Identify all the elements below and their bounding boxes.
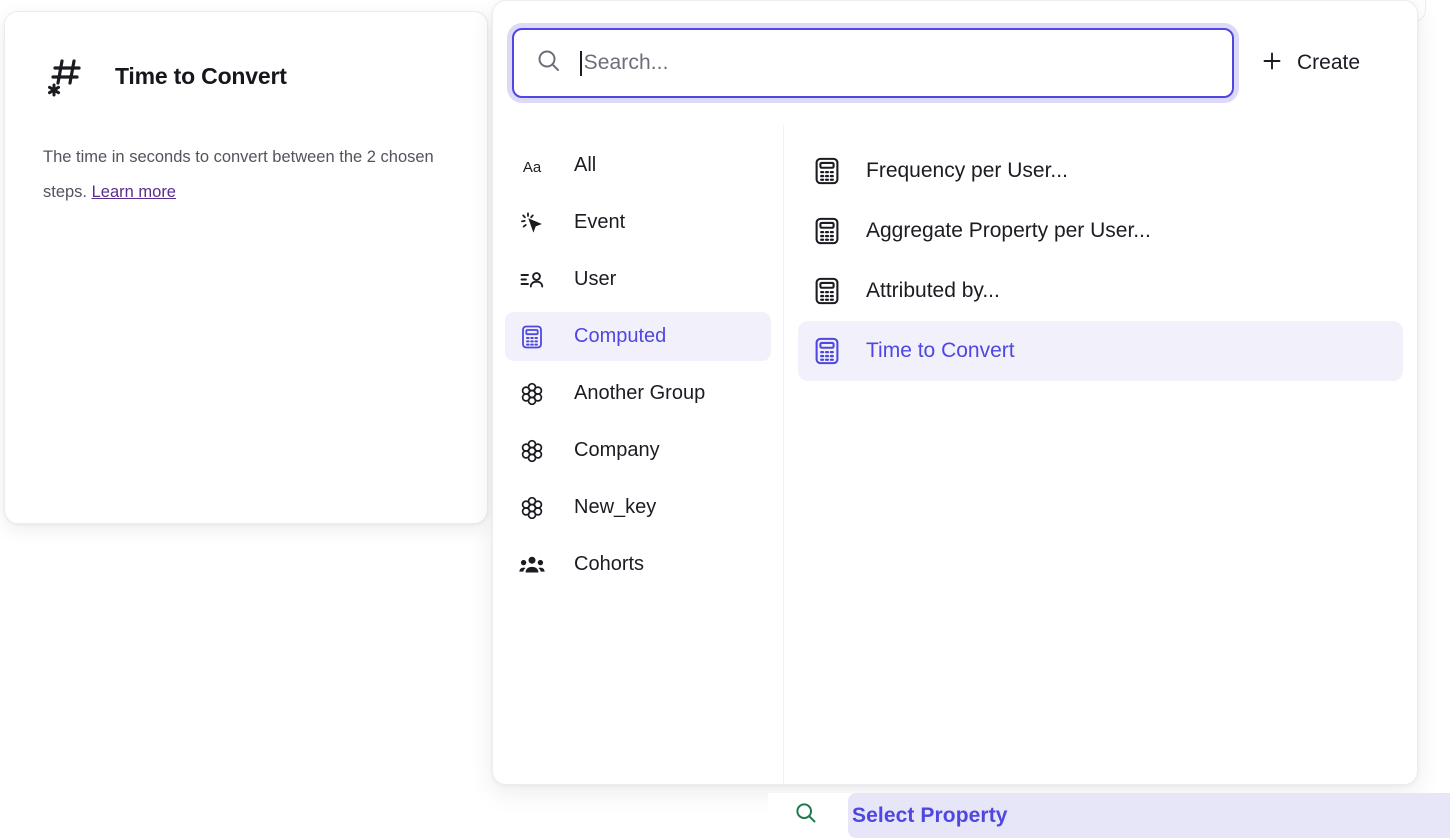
create-button-label: Create	[1297, 51, 1361, 74]
property-info-card: Time to Convert The time in seconds to c…	[4, 11, 488, 524]
calculator-icon	[812, 216, 842, 246]
property-list: Frequency per User...	[784, 125, 1417, 784]
category-item-cohorts[interactable]: Cohorts	[505, 540, 771, 589]
category-item-label: Computed	[574, 325, 667, 347]
property-item-attributed-by[interactable]: Attributed by...	[798, 261, 1403, 321]
property-item-aggregate-property-per-user[interactable]: Aggregate Property per User...	[798, 201, 1403, 261]
calculator-icon	[812, 336, 842, 366]
category-item-label: Company	[574, 439, 660, 461]
search-input[interactable]: Search...	[512, 28, 1234, 98]
info-card-header: Time to Convert	[43, 54, 449, 98]
category-item-computed[interactable]: Computed	[505, 312, 771, 361]
text-aa-icon: Aa	[519, 153, 545, 179]
info-card-description-text: The time in seconds to convert between t…	[43, 148, 434, 201]
property-item-label: Aggregate Property per User...	[866, 219, 1151, 242]
category-item-label: Event	[574, 211, 626, 233]
svg-text:Aa: Aa	[523, 159, 542, 176]
property-item-label: Frequency per User...	[866, 159, 1068, 182]
group-cluster-icon	[519, 381, 545, 407]
search-placeholder: Search...	[583, 51, 669, 74]
info-card-description: The time in seconds to convert between t…	[43, 140, 435, 210]
property-item-time-to-convert[interactable]: Time to Convert	[798, 321, 1403, 381]
select-property-bar[interactable]: Select Property	[768, 793, 1450, 838]
category-item-label: All	[574, 154, 597, 176]
group-cluster-icon	[519, 495, 545, 521]
popover-header: Search... Create	[493, 1, 1417, 125]
category-item-label: User	[574, 268, 617, 290]
calculator-icon	[519, 324, 545, 350]
select-property-highlight[interactable]: Select Property	[848, 793, 1450, 838]
property-item-label: Attributed by...	[866, 279, 1000, 302]
search-icon-green	[768, 801, 818, 830]
popover-body: Aa All Event	[493, 125, 1417, 784]
category-item-label: New_key	[574, 496, 657, 518]
category-item-new-key[interactable]: New_key	[505, 483, 771, 532]
category-item-company[interactable]: Company	[505, 426, 771, 475]
info-card-title: Time to Convert	[115, 62, 287, 89]
calculator-icon	[812, 156, 842, 186]
category-item-event[interactable]: Event	[505, 198, 771, 247]
user-list-icon	[519, 267, 545, 293]
category-item-all[interactable]: Aa All	[505, 141, 771, 190]
calculator-icon	[812, 276, 842, 306]
text-caret	[580, 50, 582, 76]
people-group-icon	[519, 552, 545, 578]
category-item-label: Cohorts	[574, 553, 645, 575]
hash-star-icon	[43, 54, 87, 98]
property-item-frequency-per-user[interactable]: Frequency per User...	[798, 141, 1403, 201]
property-item-label: Time to Convert	[866, 339, 1015, 362]
cursor-click-icon	[519, 210, 545, 236]
property-picker-popover: Search... Create Aa	[492, 0, 1418, 785]
create-button[interactable]: Create	[1262, 51, 1360, 76]
search-text-area: Search...	[580, 50, 669, 76]
category-item-user[interactable]: User	[505, 255, 771, 304]
learn-more-link[interactable]: Learn more	[91, 183, 176, 201]
plus-icon	[1262, 51, 1282, 76]
search-icon	[536, 48, 562, 79]
select-property-label: Select Property	[852, 803, 1008, 827]
category-item-another-group[interactable]: Another Group	[505, 369, 771, 418]
group-cluster-icon	[519, 438, 545, 464]
category-list: Aa All Event	[493, 125, 784, 784]
category-item-label: Another Group	[574, 382, 706, 404]
